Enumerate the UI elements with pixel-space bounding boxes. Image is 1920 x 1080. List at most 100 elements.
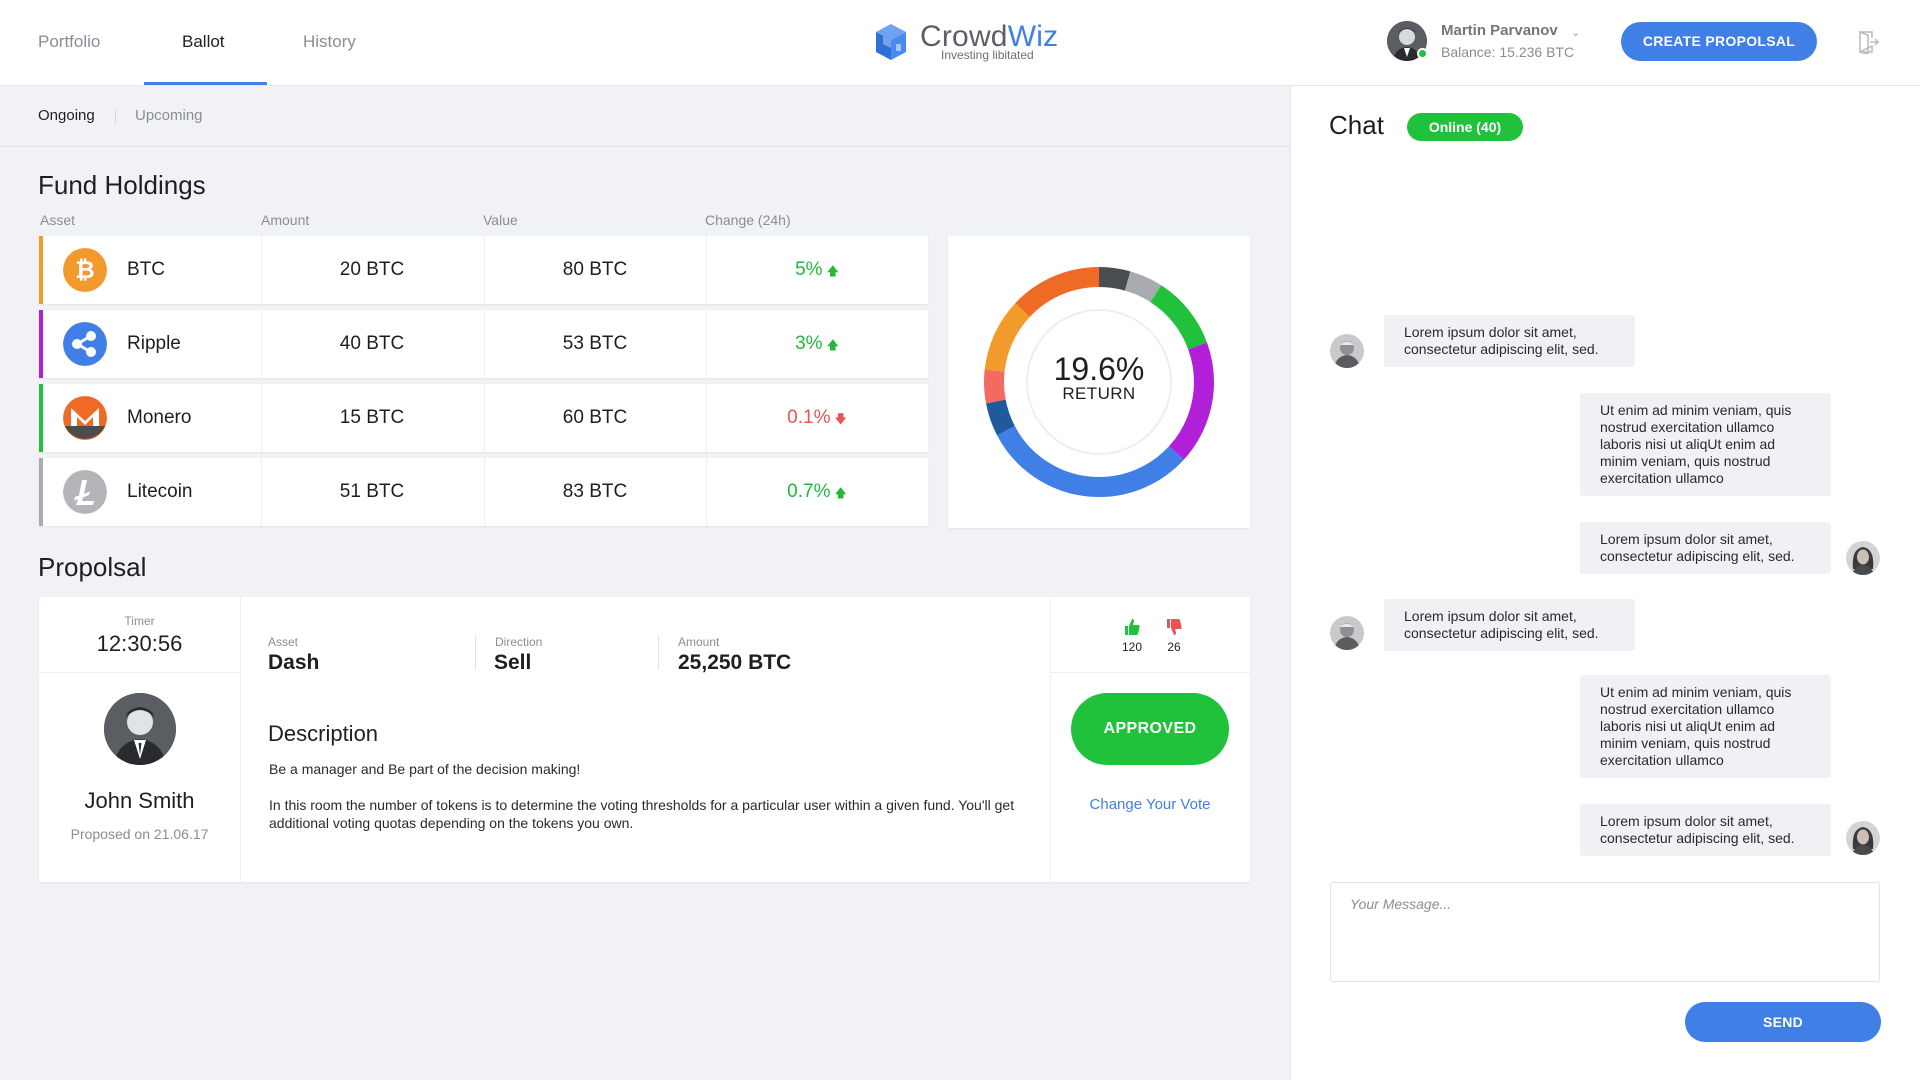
thumbs-down-icon[interactable] <box>1166 618 1182 636</box>
table-row[interactable]: ₿ BTC 20 BTC 80 BTC 5% 🡅 <box>39 236 928 304</box>
timer-label: Timer <box>124 614 155 628</box>
direction-value: Sell <box>494 651 532 674</box>
create-proposal-button[interactable]: CREATE PROPOLSAL <box>1621 22 1817 61</box>
description-title: Description <box>268 721 379 746</box>
logo-wordmark: CrowdWiz <box>920 20 1059 53</box>
asset-change: 3% 🡅 <box>795 333 839 354</box>
asset-amount: 40 BTC <box>339 333 405 354</box>
asset-value: 83 BTC <box>562 481 628 502</box>
asset-value: 80 BTC <box>562 259 628 280</box>
donut-segment-7 <box>984 267 1214 497</box>
table-row[interactable]: Litecoin 51 BTC 83 BTC 0.7% 🡅 <box>39 458 928 526</box>
table-row[interactable]: Ripple 40 BTC 53 BTC 3% 🡅 <box>39 310 928 378</box>
amount-value: 25,250 BTC <box>678 651 792 674</box>
sub-tabs: Ongoing Upcoming <box>0 86 1290 147</box>
change-vote-link[interactable]: Change Your Vote <box>1089 796 1211 813</box>
column-header-amount: Amount <box>261 212 310 228</box>
description-body: In this room the number of tokens is to … <box>269 797 1015 831</box>
donut-inner-ring <box>1026 309 1172 455</box>
arrow-down-icon: 🡇 <box>834 412 847 426</box>
ripple-icon <box>63 322 107 366</box>
crowdwiz-logo[interactable]: CrowdWiz Investing libitated <box>874 20 1058 66</box>
user-name[interactable]: Martin Parvanov <box>1441 22 1558 39</box>
return-chart-card: 19.6% RETURN <box>948 236 1250 528</box>
asset-value: Dash <box>268 651 320 674</box>
asset-label: Asset <box>268 635 299 649</box>
chevron-down-icon[interactable]: ⌄ <box>1571 27 1581 39</box>
arrow-up-icon: 🡅 <box>834 486 847 500</box>
asset-amount: 51 BTC <box>339 481 405 502</box>
arrow-up-icon: 🡅 <box>826 264 839 278</box>
donut-segment-9 <box>984 267 1214 497</box>
table-row[interactable]: Monero 15 BTC 60 BTC 0.1% 🡇 <box>39 384 928 452</box>
online-status-dot <box>1417 48 1428 59</box>
proposal-title: Propolsal <box>38 552 147 582</box>
asset-name: Monero <box>127 407 192 428</box>
proposed-date: Proposed on 21.06.17 <box>70 826 209 842</box>
svg-text:₿: ₿ <box>75 257 95 284</box>
chat-avatar-male <box>1330 334 1364 368</box>
column-header-value: Value <box>483 212 518 228</box>
return-label: RETURN <box>1062 384 1136 403</box>
return-donut-chart <box>984 267 1214 497</box>
column-header-asset: Asset <box>40 212 76 228</box>
tab-ballot[interactable]: Ballot <box>182 32 225 51</box>
chat-message: Lorem ipsum dolor sit amet, consectetur … <box>1580 522 1831 574</box>
tab-portfolio[interactable]: Portfolio <box>38 32 101 51</box>
description-line: Be a manager and Be part of the decision… <box>269 761 581 777</box>
asset-value: 53 BTC <box>562 333 628 354</box>
chat-message: Lorem ipsum dolor sit amet, consectetur … <box>1384 599 1635 651</box>
tab-history[interactable]: History <box>303 32 356 51</box>
column-header-change: Change (24h) <box>705 212 791 228</box>
asset-change: 0.7% 🡅 <box>787 481 847 502</box>
monero-icon <box>63 396 107 440</box>
thumbs-up-icon[interactable] <box>1124 618 1140 636</box>
proposer-name: John Smith <box>84 788 195 813</box>
subtab-upcoming[interactable]: Upcoming <box>135 107 203 124</box>
asset-name: BTC <box>127 259 165 280</box>
downvote-count: 26 <box>1167 640 1181 654</box>
fund-holdings-title: Fund Holdings <box>38 170 206 200</box>
logo-tagline: Investing libitated <box>941 48 1034 62</box>
direction-label: Direction <box>495 635 543 649</box>
chat-avatar-female <box>1846 541 1880 575</box>
asset-amount: 20 BTC <box>339 259 405 280</box>
chat-title: Chat <box>1329 110 1384 140</box>
upvote-count: 120 <box>1121 640 1143 654</box>
proposer-avatar <box>104 693 176 765</box>
asset-name: Litecoin <box>127 481 193 502</box>
chat-panel: Chat Online (40) Lorem ipsum dolor sit a… <box>1290 86 1920 1080</box>
litecoin-icon <box>63 470 107 514</box>
chat-avatar-male <box>1330 616 1364 650</box>
asset-amount: 15 BTC <box>339 407 405 428</box>
timer-value: 12:30:56 <box>96 631 183 656</box>
chat-message: Ut enim ad minim veniam, quis nostrud ex… <box>1580 675 1831 778</box>
bitcoin-icon: ₿ <box>63 248 107 292</box>
top-bar: Portfolio Ballot History CrowdWiz Invest… <box>0 0 1920 86</box>
donut-segment-4 <box>984 267 1214 497</box>
return-value: 19.6% <box>1053 351 1145 387</box>
user-avatar[interactable] <box>1387 21 1427 61</box>
cube-logo-icon <box>876 24 906 60</box>
active-tab-indicator <box>144 82 267 85</box>
arrow-up-icon: 🡅 <box>826 338 839 352</box>
chat-message: Ut enim ad minim veniam, quis nostrud ex… <box>1580 393 1831 496</box>
donut-segment-5 <box>984 267 1214 497</box>
chat-message-input[interactable] <box>1330 882 1880 982</box>
asset-name: Ripple <box>127 333 181 354</box>
asset-change: 0.1% 🡇 <box>787 407 847 428</box>
chat-avatar-female <box>1846 821 1880 855</box>
asset-change: 5% 🡅 <box>795 259 839 280</box>
online-count-badge: Online (40) <box>1407 113 1523 141</box>
chat-message: Lorem ipsum dolor sit amet, consectetur … <box>1384 315 1635 367</box>
send-button[interactable]: SEND <box>1685 1002 1881 1042</box>
subtab-divider <box>115 110 116 124</box>
user-balance: Balance: 15.236 BTC <box>1441 44 1575 60</box>
asset-value: 60 BTC <box>562 407 628 428</box>
subtab-ongoing[interactable]: Ongoing <box>38 107 95 124</box>
proposal-card: Timer 12:30:56 John Smith Proposed on 21… <box>39 597 1250 882</box>
chat-message: Lorem ipsum dolor sit amet, consectetur … <box>1580 804 1831 856</box>
logout-icon[interactable] <box>1857 30 1879 54</box>
amount-label: Amount <box>678 635 720 649</box>
approved-button[interactable]: APPROVED <box>1071 693 1229 765</box>
